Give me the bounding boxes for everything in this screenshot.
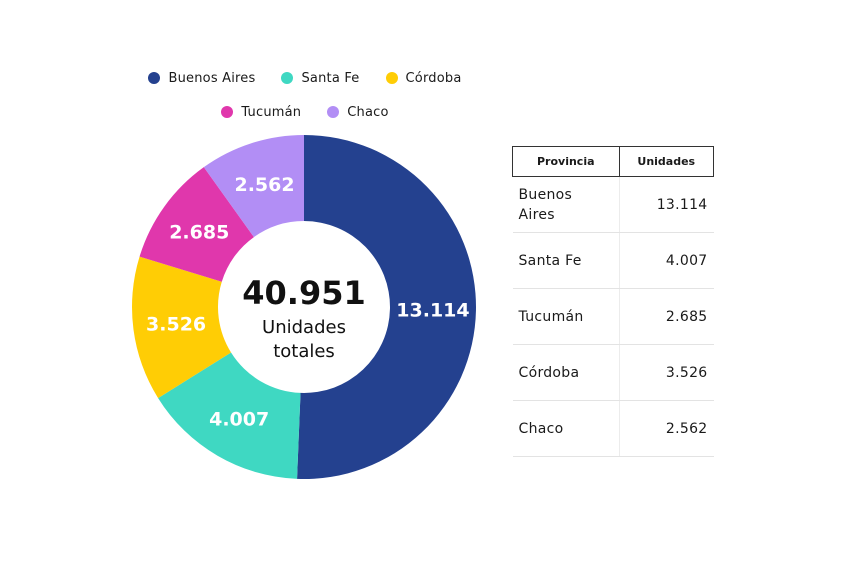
- cell-provincia: Santa Fe: [512, 232, 619, 289]
- data-table: Provincia Unidades Buenos Aires 13.114 S…: [512, 146, 714, 457]
- legend-item-tucuman: Tucumán: [221, 105, 301, 120]
- slice-label-cordoba: 3.526: [146, 314, 206, 336]
- donut-chart: 13.114 4.007 3.526 2.685 2.562 40.951 Unidad…: [131, 135, 476, 479]
- cell-provincia: Córdoba: [512, 344, 619, 401]
- donut-slice-chaco: [203, 135, 304, 238]
- header-unidades: Unidades: [618, 146, 714, 177]
- donut-slice-buenos-aires: [297, 135, 476, 479]
- donut-slice-cordoba: [131, 256, 232, 399]
- cell-unidades: 3.526: [618, 344, 714, 401]
- data-table-container: Provincia Unidades Buenos Aires 13.114 S…: [512, 146, 714, 457]
- table-row: Córdoba 3.526: [512, 344, 714, 401]
- legend-label: Chaco: [347, 104, 389, 120]
- cell-unidades: 4.007: [618, 232, 714, 289]
- donut-slice-labels: 13.114 4.007 3.526 2.685 2.562: [146, 174, 470, 430]
- legend-swatch-chaco: [327, 106, 340, 118]
- cell-unidades: 13.114: [618, 176, 714, 233]
- slice-label-tucuman: 2.685: [169, 222, 229, 244]
- legend-label: Buenos Aires: [168, 70, 256, 86]
- table-header-row: Provincia Unidades: [512, 146, 714, 177]
- table-row: Chaco 2.562: [512, 400, 714, 457]
- legend-row-1: Buenos Aires Santa Fe Córdoba: [120, 66, 490, 90]
- cell-unidades: 2.685: [618, 288, 714, 345]
- header-provincia: Provincia: [512, 146, 620, 177]
- center-label-line1: Unidades: [262, 317, 346, 338]
- legend-label: Tucumán: [241, 104, 302, 120]
- legend-item-chaco: Chaco: [327, 105, 388, 120]
- cell-provincia: Tucumán: [512, 288, 619, 345]
- table-row: Buenos Aires 13.114: [512, 176, 714, 233]
- legend-row-2: Tucumán Chaco: [120, 100, 490, 124]
- legend-swatch-cordoba: [385, 72, 398, 84]
- donut-slices: [131, 135, 476, 479]
- donut-slice-tucuman: [139, 167, 254, 282]
- legend-label: Santa Fe: [301, 70, 360, 86]
- legend-swatch-tucuman: [221, 106, 234, 118]
- legend-item-cordoba: Córdoba: [385, 70, 462, 86]
- table-row: Santa Fe 4.007: [512, 232, 714, 289]
- chart-legend: Buenos Aires Santa Fe Córdoba Tucumán Ch…: [120, 66, 490, 134]
- slice-label-santa-fe: 4.007: [209, 409, 269, 431]
- center-label-line2: totales: [273, 341, 335, 362]
- slice-label-buenos-aires: 13.114: [396, 300, 469, 322]
- cell-unidades: 2.562: [618, 400, 714, 457]
- center-total-value: 40.951: [242, 274, 365, 312]
- legend-swatch-santa-fe: [281, 72, 294, 84]
- legend-item-buenos-aires: Buenos Aires: [148, 71, 255, 86]
- donut-slice-santa-fe: [158, 352, 301, 479]
- legend-item-santa-fe: Santa Fe: [281, 71, 359, 86]
- legend-label: Córdoba: [405, 70, 462, 86]
- cell-provincia: Buenos Aires: [512, 176, 619, 233]
- legend-swatch-buenos-aires: [148, 72, 161, 84]
- table-row: Tucumán 2.685: [512, 288, 714, 345]
- cell-provincia: Chaco: [512, 400, 619, 457]
- slice-label-chaco: 2.562: [234, 174, 294, 196]
